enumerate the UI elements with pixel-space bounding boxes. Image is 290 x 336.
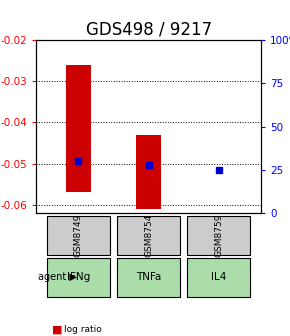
Text: TNFa: TNFa	[136, 272, 161, 283]
Text: ■: ■	[52, 324, 63, 334]
FancyBboxPatch shape	[117, 216, 180, 255]
FancyBboxPatch shape	[187, 216, 251, 255]
Text: IL4: IL4	[211, 272, 226, 283]
Title: GDS498 / 9217: GDS498 / 9217	[86, 21, 212, 39]
FancyBboxPatch shape	[47, 258, 110, 297]
FancyBboxPatch shape	[117, 258, 180, 297]
FancyBboxPatch shape	[187, 258, 251, 297]
Text: IFNg: IFNg	[67, 272, 90, 283]
Text: GSM8754: GSM8754	[144, 214, 153, 257]
Text: log ratio: log ratio	[64, 325, 102, 334]
Bar	[66, 65, 91, 192]
Text: agent ▶: agent ▶	[38, 272, 77, 283]
Text: GSM8749: GSM8749	[74, 214, 83, 257]
FancyBboxPatch shape	[47, 216, 110, 255]
Bar	[136, 135, 161, 209]
Text: GSM8759: GSM8759	[214, 214, 223, 257]
